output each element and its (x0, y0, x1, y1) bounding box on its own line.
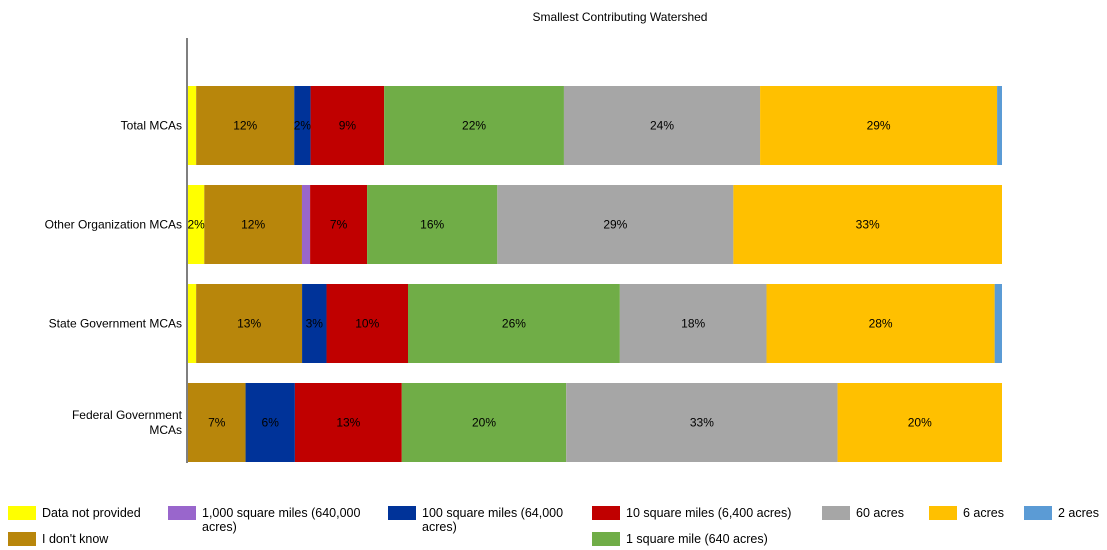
legend-item-60-acres: 60 acres (822, 506, 922, 520)
bar-segment (384, 86, 564, 165)
bar-segment (294, 86, 311, 165)
bar-segment (188, 383, 246, 462)
data-label: 22% (462, 119, 486, 133)
bar-segment (401, 383, 567, 462)
data-label: 9% (339, 119, 357, 133)
data-label: 13% (237, 317, 261, 331)
legend-swatch (8, 532, 36, 546)
legend-swatch (592, 506, 620, 520)
legend-label: 10 square miles (6,400 acres) (626, 506, 792, 520)
data-label: 33% (856, 218, 880, 232)
data-label: 2% (187, 218, 205, 232)
legend-swatch (388, 506, 416, 520)
legend-item-1000-square-miles: 1,000 square miles (640,000 acres) (168, 506, 383, 534)
bar-segment (733, 185, 1002, 264)
bar-segment (310, 185, 368, 264)
data-label: 12% (233, 119, 257, 133)
data-label: 26% (502, 317, 526, 331)
legend-swatch (168, 506, 196, 520)
legend-swatch (929, 506, 957, 520)
data-label: 29% (603, 218, 627, 232)
category-label: Federal Government MCAs (72, 408, 183, 437)
bar-segment (997, 86, 1002, 165)
data-label: 20% (472, 416, 496, 430)
legend: Data not provided I don't know 1,000 squ… (0, 504, 1107, 550)
legend-item-10-square-miles: 10 square miles (6,400 acres) (592, 506, 822, 520)
data-label: 20% (908, 416, 932, 430)
legend-label: 2 acres (1058, 506, 1099, 520)
bar-segment (497, 185, 734, 264)
data-label: 6% (262, 416, 280, 430)
bar-segment (566, 383, 838, 462)
legend-item-100-square-miles: 100 square miles (64,000 acres) (388, 506, 588, 534)
legend-label: 1 square mile (640 acres) (626, 532, 768, 546)
chart-plot: Smallest Contributing Watershed 12% 2% 9% 2… (45, 10, 1002, 463)
legend-swatch (1024, 506, 1052, 520)
legend-label: 60 acres (856, 506, 904, 520)
legend-label: 6 acres (963, 506, 1004, 520)
bar-segment (837, 383, 1002, 462)
legend-label: 100 square miles (64,000 acres) (422, 506, 564, 534)
legend-swatch (8, 506, 36, 520)
chart-title: Smallest Contributing Watershed (533, 10, 708, 24)
legend-item-6-acres: 6 acres (929, 506, 1019, 520)
bar-segment (408, 284, 620, 363)
data-label: 29% (867, 119, 891, 133)
data-label: 3% (306, 317, 324, 331)
data-label: 7% (330, 218, 348, 232)
legend-item-data-not-provided: Data not provided (8, 506, 158, 520)
bar-segment (301, 185, 311, 264)
data-label: 16% (420, 218, 444, 232)
bar-segment (294, 383, 402, 462)
legend-item-i-dont-know: I don't know (8, 532, 158, 546)
bar-segment (302, 284, 327, 363)
category-label: State Government MCAs (49, 317, 182, 331)
data-label: 28% (869, 317, 893, 331)
legend-item-2-acres: 2 acres (1024, 506, 1106, 520)
bar-segment (367, 185, 498, 264)
bar-segment (196, 284, 303, 363)
legend-item-1-square-mile: 1 square mile (640 acres) (592, 532, 822, 546)
data-label: 18% (681, 317, 705, 331)
bar-segment (196, 86, 295, 165)
bar-segment (188, 86, 197, 165)
bar-segment (204, 185, 302, 264)
bar-segment (310, 86, 385, 165)
bar-segment (326, 284, 408, 363)
bar-segment (760, 86, 998, 165)
data-label: 13% (336, 416, 360, 430)
bar-segment (245, 383, 295, 462)
legend-swatch (592, 532, 620, 546)
legend-label: Data not provided (42, 506, 141, 520)
data-label: 24% (650, 119, 674, 133)
bar-segment (766, 284, 995, 363)
data-label: 7% (208, 416, 226, 430)
bar-segment (188, 284, 197, 363)
data-label: 33% (690, 416, 714, 430)
data-label: 2% (294, 119, 312, 133)
bar-segment (188, 185, 205, 264)
category-label: Total MCAs (121, 119, 182, 133)
data-label: 10% (355, 317, 379, 331)
legend-swatch (822, 506, 850, 520)
data-label: 12% (241, 218, 265, 232)
bar-segment (994, 284, 1002, 363)
bar-segment (563, 86, 761, 165)
legend-label: I don't know (42, 532, 109, 546)
bar-segment (619, 284, 767, 363)
legend-label: 1,000 square miles (640,000 acres) (202, 506, 361, 534)
category-label: Other Organization MCAs (45, 218, 182, 232)
